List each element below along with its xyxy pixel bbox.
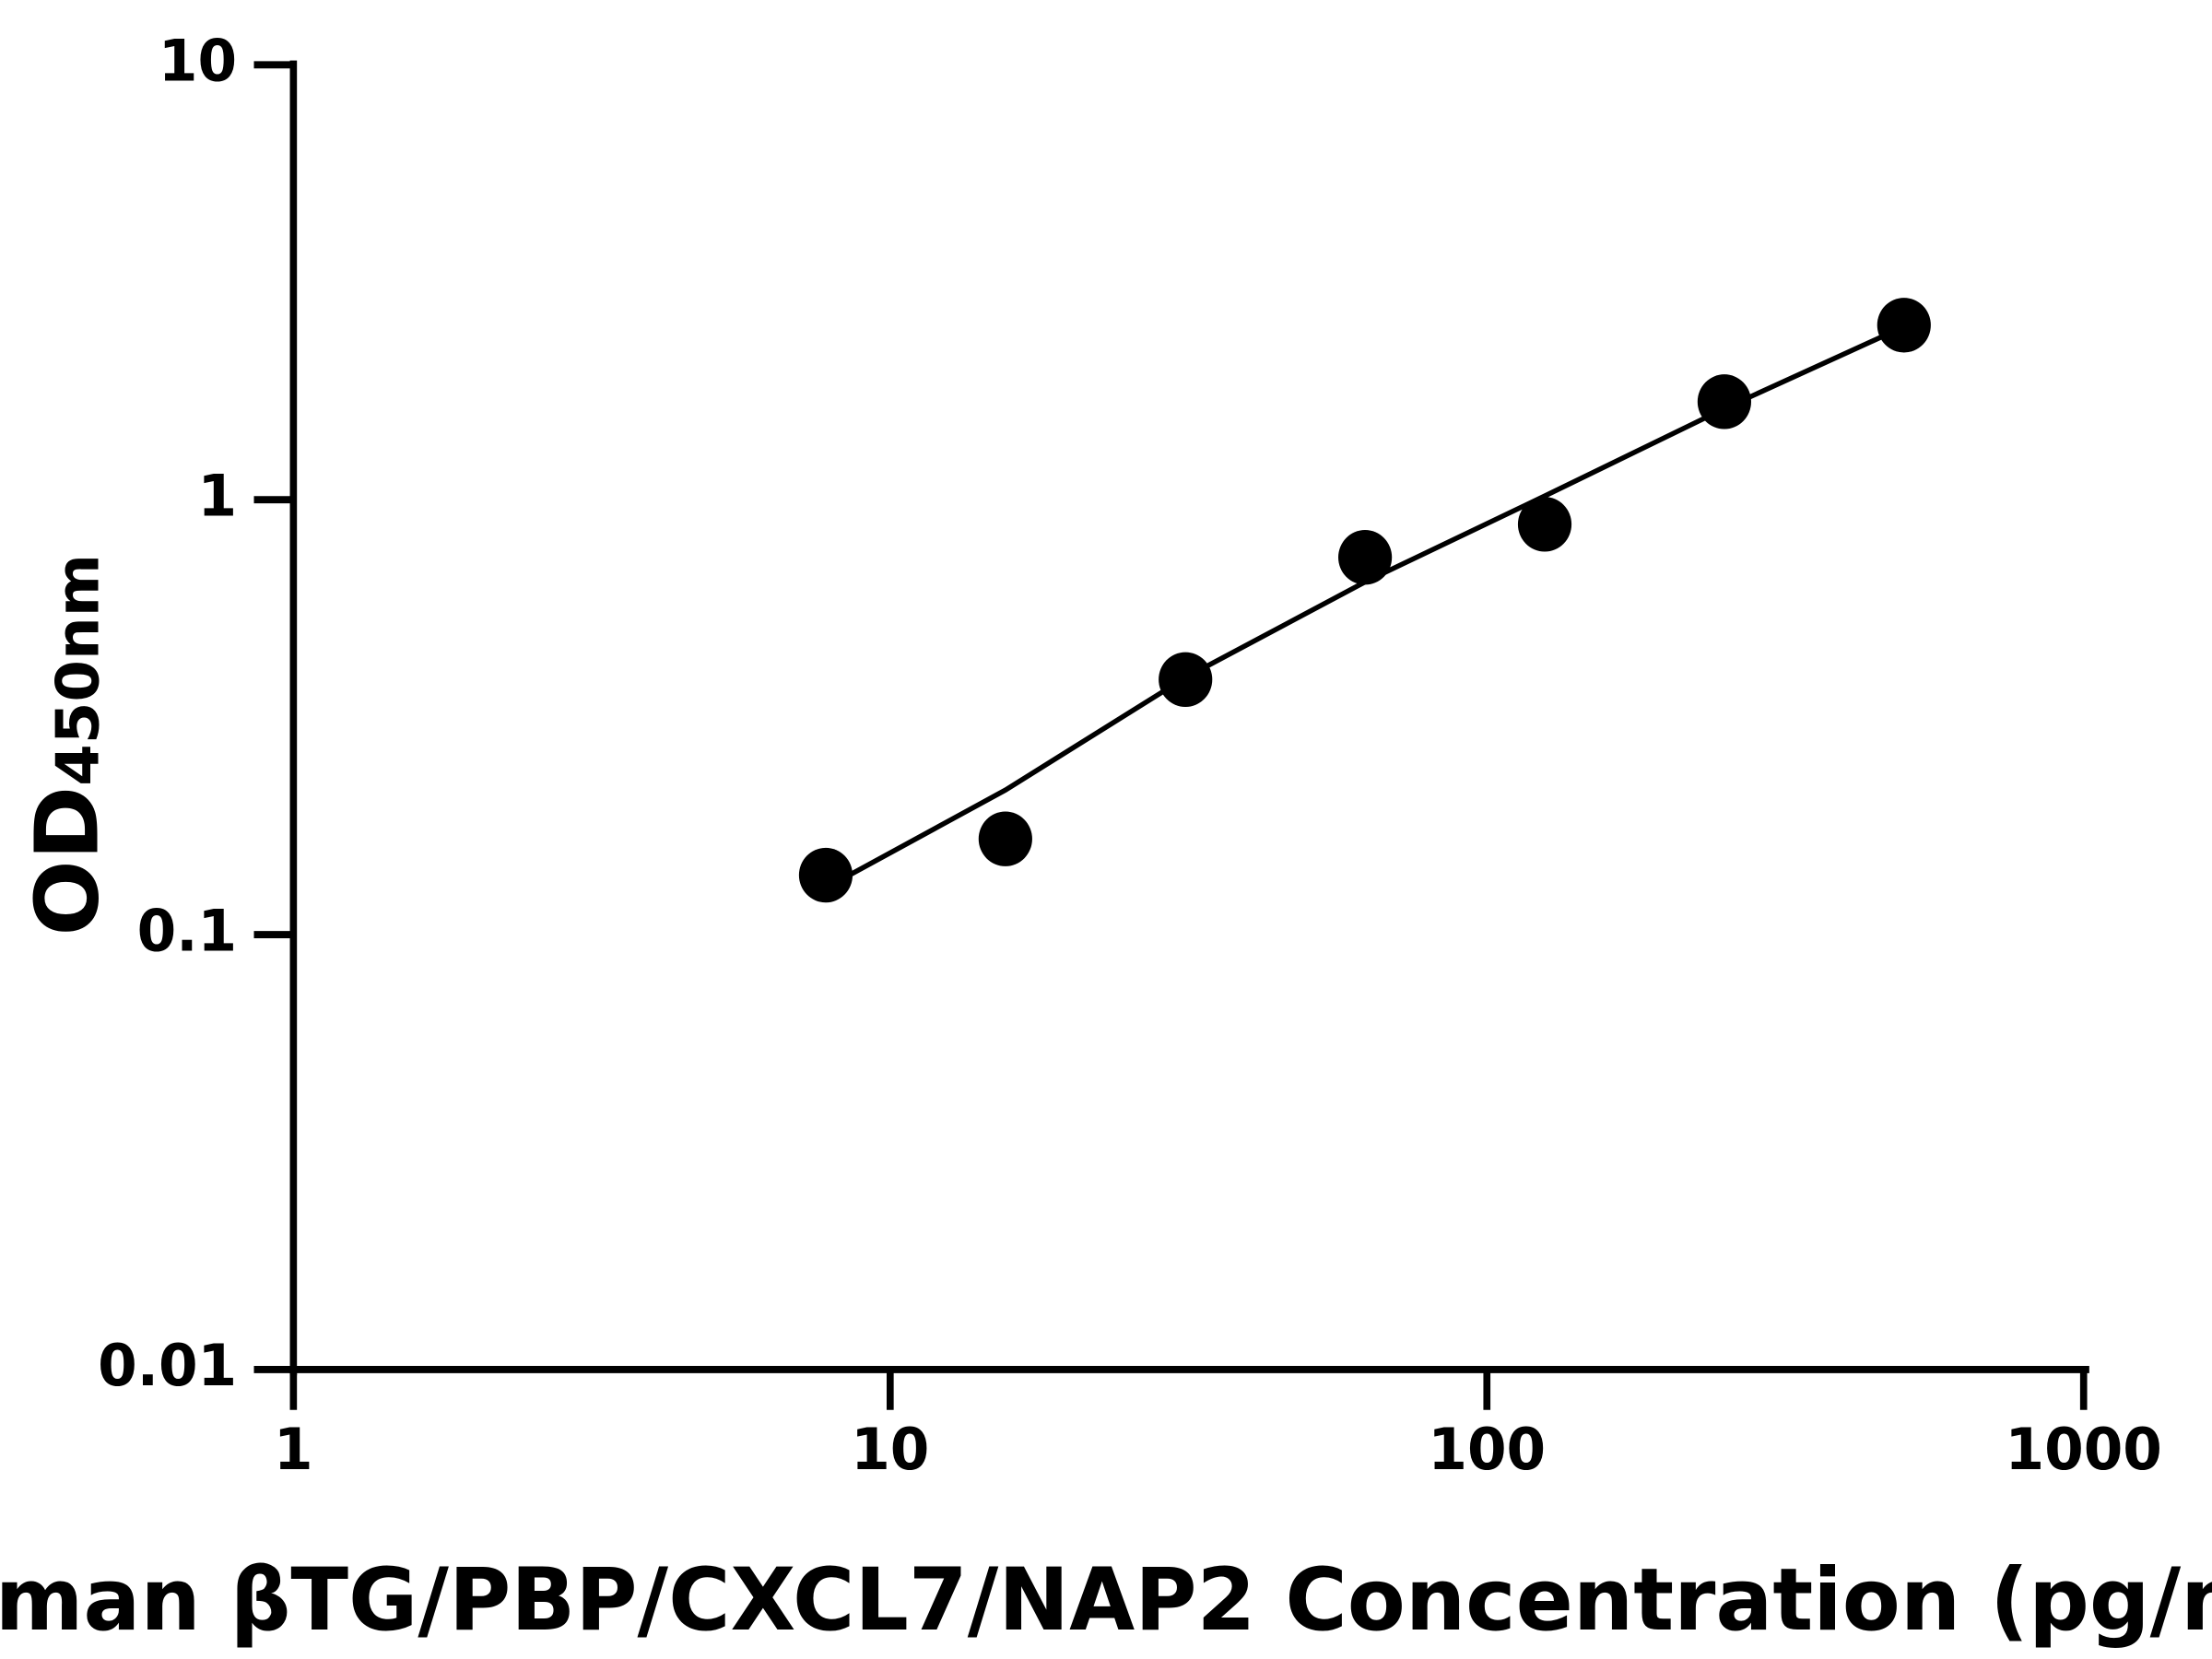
y-tick-label: 0.1 — [137, 898, 237, 965]
data-point — [798, 847, 853, 903]
y-tick-label: 10 — [159, 28, 237, 95]
x-tick-label: 10 — [851, 1416, 929, 1483]
data-point — [1517, 497, 1572, 552]
data-point — [1338, 530, 1393, 585]
x-tick-label: 1 — [274, 1416, 313, 1483]
data-point — [978, 811, 1032, 866]
y-axis-label-main: OD — [17, 786, 119, 936]
data-point — [1159, 652, 1213, 707]
y-tick-label: 0.01 — [98, 1333, 237, 1400]
x-tick-label: 100 — [1428, 1416, 1546, 1483]
data-point — [1697, 374, 1751, 429]
y-tick-label: 1 — [198, 463, 238, 530]
y-axis-label-sub: 450nm — [44, 554, 112, 786]
data-point — [1877, 298, 1931, 353]
y-axis-label: OD450nm — [17, 554, 119, 936]
x-axis-label: Human βTG/PBP/CXCL7/NAP2 Concentration (… — [0, 1549, 2212, 1650]
x-tick-label: 1000 — [2006, 1416, 2162, 1483]
